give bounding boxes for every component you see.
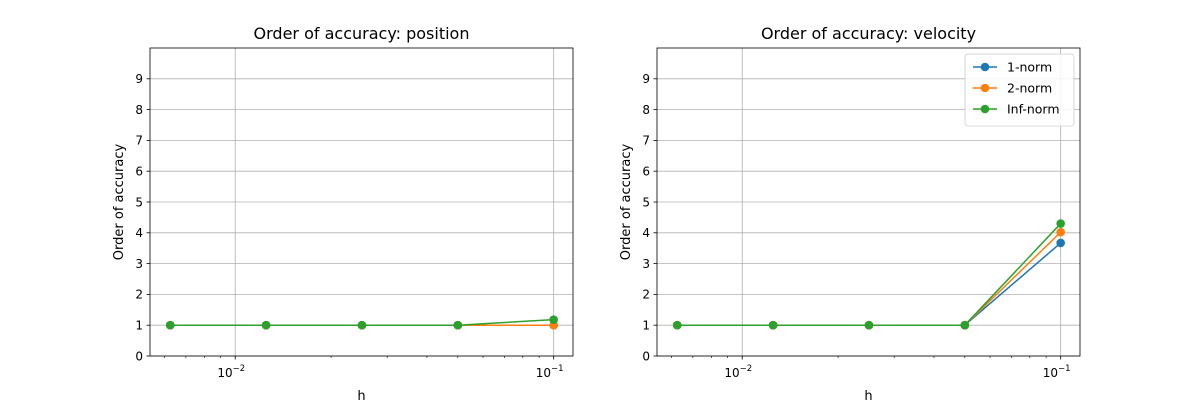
x-tick-label: 10−2 <box>217 364 245 380</box>
y-tick-label: 7 <box>135 134 143 148</box>
series-inf-norm <box>165 315 558 330</box>
data-point <box>864 320 874 330</box>
y-tick-label: 8 <box>642 103 650 117</box>
data-point <box>1056 227 1065 237</box>
legend-label: 1-norm <box>1007 60 1052 75</box>
y-tick-label: 7 <box>642 134 650 148</box>
data-point <box>549 315 558 324</box>
legend-marker <box>980 62 990 72</box>
x-tick-label: 10−1 <box>1043 364 1071 380</box>
data-point <box>672 320 682 330</box>
chart-title: Order of accuracy: velocity <box>761 24 976 43</box>
legend-entry-1-norm: 1-norm <box>973 60 1052 75</box>
data-point <box>261 320 271 330</box>
legend-entry-2-norm: 2-norm <box>973 81 1052 96</box>
plot-frame <box>656 47 1081 357</box>
data-point <box>1056 219 1065 228</box>
data-point <box>1056 238 1065 248</box>
chart-title: Order of accuracy: position <box>254 24 470 43</box>
y-tick-label: 6 <box>642 165 650 179</box>
y-tick-label: 1 <box>135 319 143 333</box>
velocity-chart: Order of accuracy: velocity h Order of a… <box>619 24 1081 400</box>
x-axis-label: h <box>864 389 872 400</box>
legend-marker <box>980 104 990 114</box>
data-point <box>453 320 463 330</box>
y-tick-label: 6 <box>135 165 143 179</box>
data-point <box>768 320 778 330</box>
y-tick-label: 5 <box>642 195 650 209</box>
legend-label: Inf-norm <box>1007 102 1060 117</box>
data-point <box>165 320 175 330</box>
y-tick-label: 2 <box>135 288 143 302</box>
y-tick-label: 0 <box>135 349 143 363</box>
legend: 1-norm 2-norm Inf-norm <box>964 53 1075 127</box>
data-point <box>960 320 970 330</box>
y-axis-label: Order of accuracy <box>112 143 127 260</box>
position-chart: Order of accuracy: position h Order of a… <box>112 24 574 400</box>
data-point <box>357 320 367 330</box>
x-tick-label: 10−1 <box>536 364 564 380</box>
grid <box>150 48 573 357</box>
x-tick-label: 10−2 <box>724 364 752 380</box>
y-tick-label: 3 <box>642 257 650 271</box>
plot-frame <box>149 47 574 357</box>
y-tick-label: 2 <box>642 288 650 302</box>
legend-entry-inf-norm: Inf-norm <box>973 102 1060 117</box>
legend-marker <box>980 83 990 93</box>
y-tick-label: 4 <box>135 226 143 240</box>
y-axis-label: Order of accuracy <box>619 143 634 260</box>
y-tick-label: 0 <box>642 349 650 363</box>
axis-ticks: 0 1 2 3 4 5 6 7 8 9 10−2 10−1 <box>642 72 1070 380</box>
x-axis-label: h <box>357 389 365 400</box>
legend-label: 2-norm <box>1007 81 1052 96</box>
y-tick-label: 8 <box>135 103 143 117</box>
y-tick-label: 3 <box>135 257 143 271</box>
y-tick-label: 9 <box>642 72 650 86</box>
y-tick-label: 9 <box>135 72 143 86</box>
y-tick-label: 1 <box>642 319 650 333</box>
series-inf-norm <box>672 219 1065 330</box>
axis-ticks: 0 1 2 3 4 5 6 7 8 9 10−2 10−1 <box>135 72 563 380</box>
y-tick-label: 4 <box>642 226 650 240</box>
y-tick-label: 5 <box>135 195 143 209</box>
legend-box <box>964 53 1075 127</box>
